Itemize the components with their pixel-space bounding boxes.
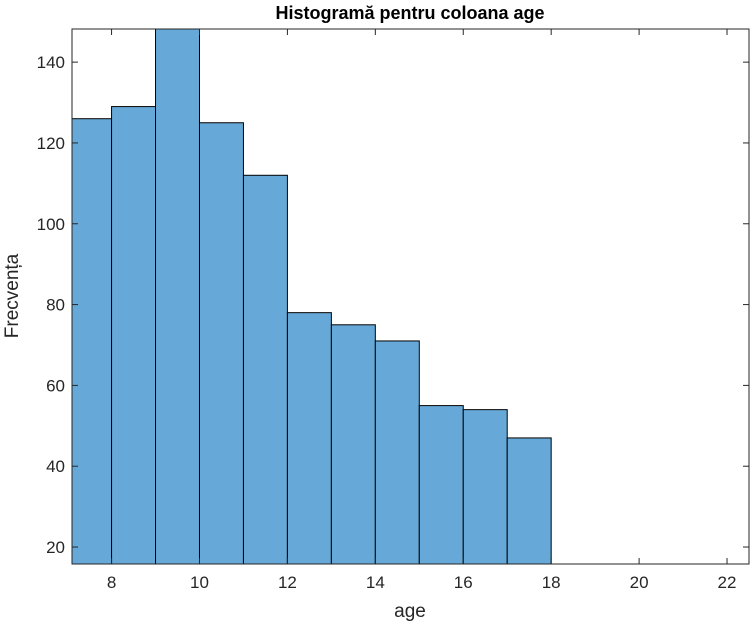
histogram-bar: [71, 118, 113, 565]
x-tick-label: 10: [190, 573, 209, 592]
x-axis-ticks: 8 10 12 14 16 18 20 22: [107, 29, 737, 592]
y-axis-ticks: 20 40 60 80 100 120 140: [37, 53, 749, 557]
x-tick-label: 20: [630, 573, 649, 592]
histogram-bar: [374, 340, 420, 565]
bars-group: [71, 28, 552, 565]
y-tick-label: 120: [37, 134, 65, 153]
x-tick-label: 14: [366, 573, 385, 592]
y-axis-label: Frecvența: [2, 253, 23, 338]
histogram-bar: [198, 122, 244, 565]
y-tick-label: 60: [46, 376, 65, 395]
x-tick-label: 22: [718, 573, 737, 592]
y-tick-label: 140: [37, 53, 65, 72]
y-tick-label: 40: [46, 457, 65, 476]
histogram-bar: [506, 437, 552, 565]
histogram-bar: [418, 405, 464, 565]
y-tick-label: 20: [46, 538, 65, 557]
plot-area-frame: [71, 28, 750, 565]
histogram-bar: [242, 174, 288, 565]
histogram-bar: [330, 324, 376, 565]
histogram-bar: [462, 409, 508, 565]
x-tick-label: 12: [278, 573, 297, 592]
histogram-bar: [155, 28, 200, 565]
histogram-bar: [286, 312, 332, 565]
chart-title: Histogramă pentru coloana age: [275, 3, 544, 23]
histogram-bar: [111, 106, 157, 565]
x-tick-label: 18: [542, 573, 561, 592]
x-tick-label: 16: [454, 573, 473, 592]
x-axis-label: age: [394, 601, 426, 622]
y-tick-label: 80: [46, 296, 65, 315]
x-tick-label: 8: [107, 573, 116, 592]
y-tick-label: 100: [37, 215, 65, 234]
